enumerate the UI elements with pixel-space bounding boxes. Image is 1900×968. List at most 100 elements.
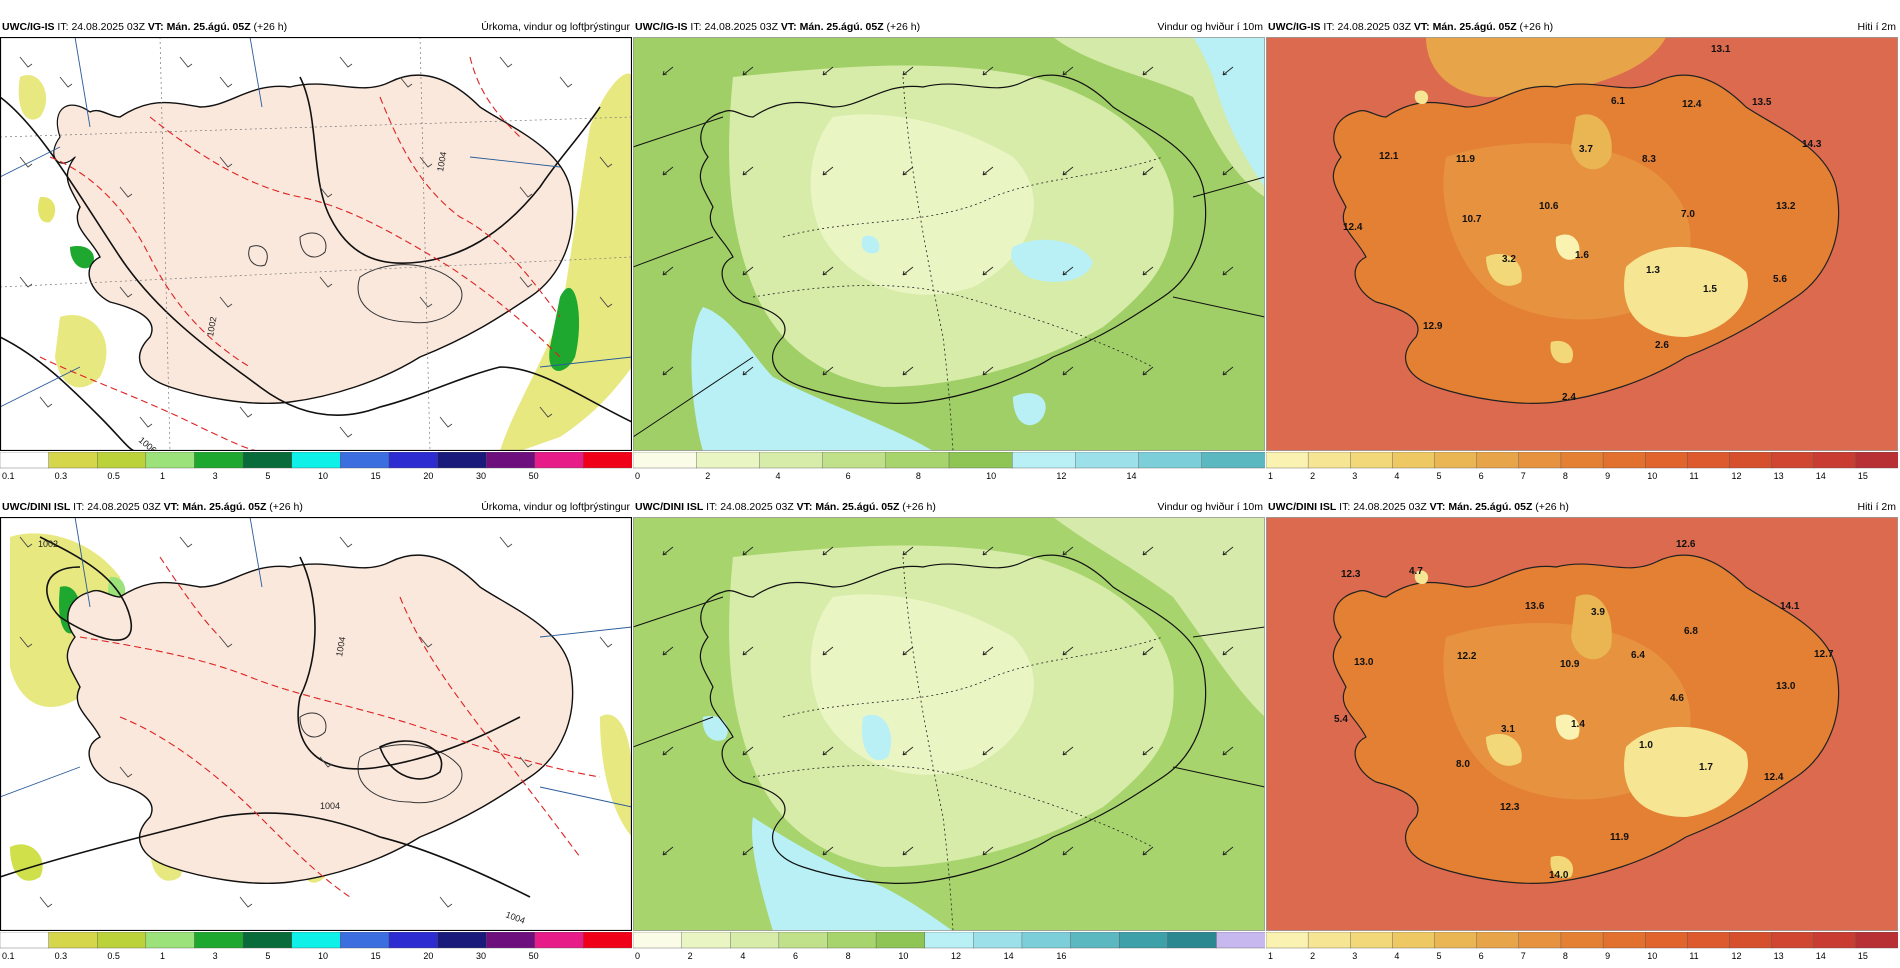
it-label: IT: xyxy=(57,21,69,33)
wind-map xyxy=(633,37,1265,451)
colorbar-tick: 8 xyxy=(916,471,921,481)
vt-value: Mán. 25.ágú. 05Z xyxy=(799,21,884,33)
colorbar-tick: 10 xyxy=(1647,471,1657,481)
it-label: IT: xyxy=(690,21,702,33)
wind-barbs xyxy=(19,536,613,908)
colorbar-swatch xyxy=(1350,452,1394,469)
colorbar-tick: 0.1 xyxy=(2,471,15,481)
colorbar-tick: 3 xyxy=(213,471,218,481)
colorbar-tick: 10 xyxy=(318,471,328,481)
temp-label: 12.1 xyxy=(1379,151,1399,162)
panel-header: UWC/DINI ISL IT: 24.08.2025 03Z VT: Mán.… xyxy=(2,498,630,516)
colorbar-swatch xyxy=(696,452,761,469)
colorbar-swatch xyxy=(0,452,50,469)
temp-label: 12.4 xyxy=(1343,222,1363,233)
colorbar-swatch xyxy=(973,932,1023,949)
temp-label: 5.4 xyxy=(1334,714,1348,725)
vt-value: Mán. 25.ágú. 05Z xyxy=(1432,21,1517,33)
temp-label: 12.4 xyxy=(1764,772,1784,783)
colorbar-swatch xyxy=(1012,452,1077,469)
colorbar-tick: 2 xyxy=(1310,471,1315,481)
precip-map: 1004 1002 1006 xyxy=(0,37,632,451)
colorbar-swatch xyxy=(1855,932,1898,949)
temp-label: 2.6 xyxy=(1655,340,1669,351)
colorbar-swatch xyxy=(291,452,342,469)
lead-offset: (+26 h) xyxy=(886,21,921,33)
colorbar-swatch xyxy=(1434,932,1478,949)
colorbar-swatch xyxy=(48,932,98,949)
colorbar-tick: 1 xyxy=(1268,471,1273,481)
temp-label: 10.9 xyxy=(1560,659,1580,670)
temp-label: 10.7 xyxy=(1462,214,1482,225)
temp-label: 13.1 xyxy=(1711,44,1731,55)
colorbar-swatch xyxy=(1771,452,1815,469)
colorbar-tick: 4 xyxy=(775,471,780,481)
colorbar-tick: 0.1 xyxy=(2,951,15,961)
temp-label: 13.0 xyxy=(1354,657,1374,668)
temp-label: 12.9 xyxy=(1423,321,1443,332)
colorbar-tick: 0 xyxy=(635,951,640,961)
colorbar-swatch xyxy=(924,932,975,949)
colorbar-tick: 9 xyxy=(1605,471,1610,481)
colorbar-tick: 5 xyxy=(265,471,270,481)
isobar-label: 1002 xyxy=(38,539,58,549)
model-label: UWC/DINI ISL xyxy=(635,501,704,513)
wind-arrows xyxy=(662,66,1234,376)
temp-label: 3.9 xyxy=(1591,607,1605,618)
colorbar-tick: 3 xyxy=(1352,951,1357,961)
colorbar-tick: 1 xyxy=(1268,951,1273,961)
vt-value: Mán. 25.ágú. 05Z xyxy=(815,501,900,513)
colorbar-swatch xyxy=(340,932,390,949)
colorbar: 0.1 0.3 0.5 1 3 5 10 15 20 30 50 xyxy=(0,452,632,482)
colorbar-swatch xyxy=(145,932,196,949)
it-value: 24.08.2025 03Z xyxy=(71,21,145,33)
meridians xyxy=(0,517,632,808)
temp-label: 11.9 xyxy=(1610,832,1629,843)
colorbar-swatch xyxy=(534,452,585,469)
colorbar-tick: 4 xyxy=(1394,951,1399,961)
colorbar-swatch xyxy=(583,932,632,949)
temp-label: 4.7 xyxy=(1409,566,1423,577)
colorbar-tick: 7 xyxy=(1521,471,1526,481)
panel-header: UWC/IG-IS IT: 24.08.2025 03Z VT: Mán. 25… xyxy=(1268,18,1896,36)
temp-label: 14.3 xyxy=(1802,139,1822,150)
temp-label: 12.7 xyxy=(1814,649,1834,660)
lead-offset: (+26 h) xyxy=(902,501,936,513)
model-label: UWC/IG-IS xyxy=(1268,21,1321,33)
vt-label: VT: xyxy=(780,21,797,33)
colorbar-tick: 9 xyxy=(1605,951,1610,961)
colorbar-swatch xyxy=(1266,932,1309,949)
lead-offset: (+26 h) xyxy=(253,21,288,33)
colorbar-swatch xyxy=(1813,932,1857,949)
colorbar-tick: 2 xyxy=(688,951,693,961)
wind-arrows xyxy=(662,546,1234,856)
colorbar-tick: 5 xyxy=(265,951,270,961)
temperature-map: 13.1 6.1 12.4 13.5 12.1 11.9 3.7 8.3 14.… xyxy=(1266,37,1898,451)
colorbar-tick: 11 xyxy=(1689,471,1698,481)
temp-label: 1.5 xyxy=(1703,284,1717,295)
temperature-labels: 13.1 6.1 12.4 13.5 12.1 11.9 3.7 8.3 14.… xyxy=(1343,44,1822,403)
temp-label: 6.8 xyxy=(1684,626,1698,637)
panel-title: Úrkoma, vindur og loftþrýstingur xyxy=(481,21,630,33)
colorbar-swatch xyxy=(242,932,293,949)
colorbar-swatch xyxy=(633,452,697,469)
vt-label: VT: xyxy=(1413,21,1430,33)
temperature-isolines xyxy=(39,56,561,451)
colorbar-swatch xyxy=(1118,932,1169,949)
colorbar-swatch xyxy=(97,452,147,469)
colorbar-swatch xyxy=(1476,932,1520,949)
colorbar-swatch xyxy=(1645,452,1689,469)
colorbar-tick: 50 xyxy=(529,471,539,481)
colorbar-tick: 15 xyxy=(371,471,381,481)
colorbar-swatch xyxy=(759,452,824,469)
colorbar-swatch xyxy=(583,452,632,469)
colorbar-tick: 20 xyxy=(423,471,433,481)
panel-header: UWC/DINI ISL IT: 24.08.2025 03Z VT: Mán.… xyxy=(635,498,1263,516)
precip-patches xyxy=(18,73,632,451)
colorbar-swatch xyxy=(1350,932,1394,949)
colorbar-swatch xyxy=(1070,932,1120,949)
meridians xyxy=(0,37,632,408)
colorbar-tick: 8 xyxy=(1563,951,1568,961)
colorbar-swatch xyxy=(1167,932,1218,949)
colorbar-tick: 14 xyxy=(1004,951,1014,961)
